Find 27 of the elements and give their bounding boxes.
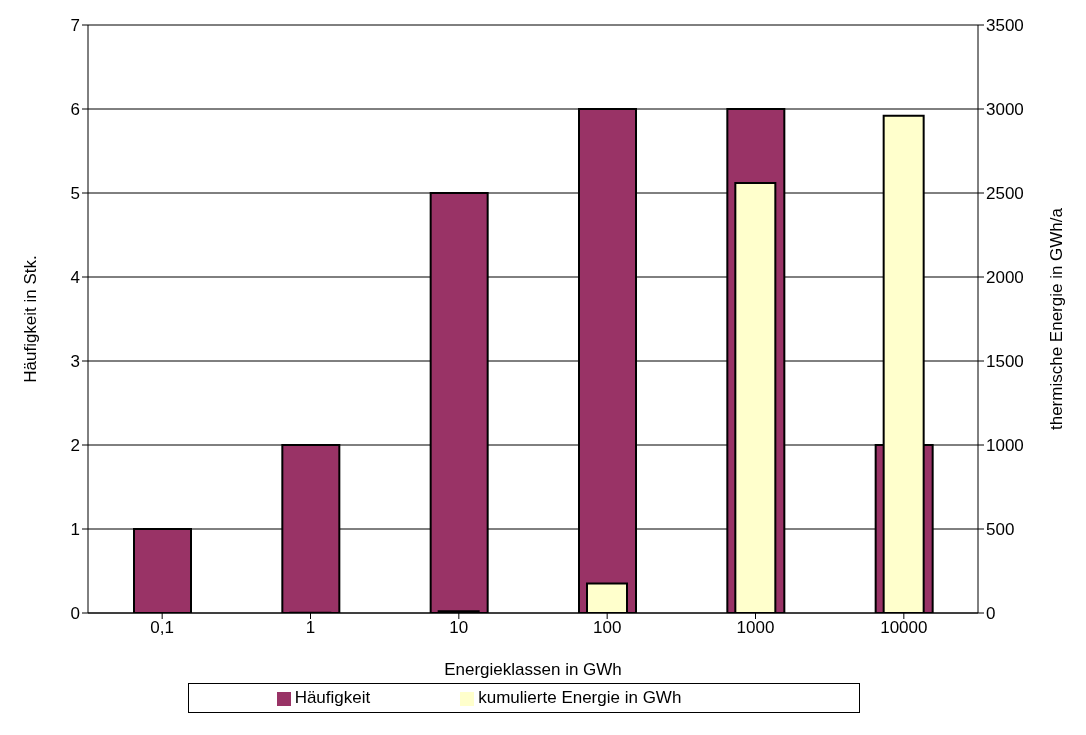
y2-tick-label: 2000 — [986, 268, 1024, 288]
y2-tick-label: 500 — [986, 520, 1015, 540]
x-tick-label: 10000 — [880, 618, 928, 638]
y2-tick-label: 2500 — [986, 184, 1024, 204]
y-tick-label: 4 — [70, 268, 80, 288]
x-tick-label: 1000 — [736, 618, 775, 638]
y-tick-label: 5 — [70, 184, 80, 204]
y2-tick-label: 3000 — [986, 100, 1024, 120]
legend-label: kumulierte Energie in GWh — [478, 688, 682, 707]
y2-tick-label: 0 — [986, 604, 996, 624]
legend-label: Häufigkeit — [294, 688, 371, 707]
y2-tick-label: 3500 — [986, 16, 1024, 36]
y2-tick-label: 1500 — [986, 352, 1024, 372]
y2-tick-label: 1000 — [986, 436, 1024, 456]
x-tick-label: 1 — [305, 618, 316, 638]
y-tick-label: 6 — [70, 100, 80, 120]
x-tick-label: 0,1 — [150, 618, 174, 638]
y-tick-label: 0 — [70, 604, 80, 624]
x-axis-title: Energieklassen in GWh — [444, 660, 622, 679]
y-axis-title: Häufigkeit in Stk. — [21, 255, 41, 383]
x-tick-label: 100 — [592, 618, 622, 638]
y-tick-label: 7 — [70, 16, 80, 36]
y-tick-label: 3 — [70, 352, 80, 372]
y-tick-label: 1 — [70, 520, 80, 540]
y2-axis-title: thermische Energie in GWh/a — [1047, 207, 1067, 431]
y-tick-label: 2 — [70, 436, 80, 456]
x-tick-label: 10 — [449, 618, 469, 638]
